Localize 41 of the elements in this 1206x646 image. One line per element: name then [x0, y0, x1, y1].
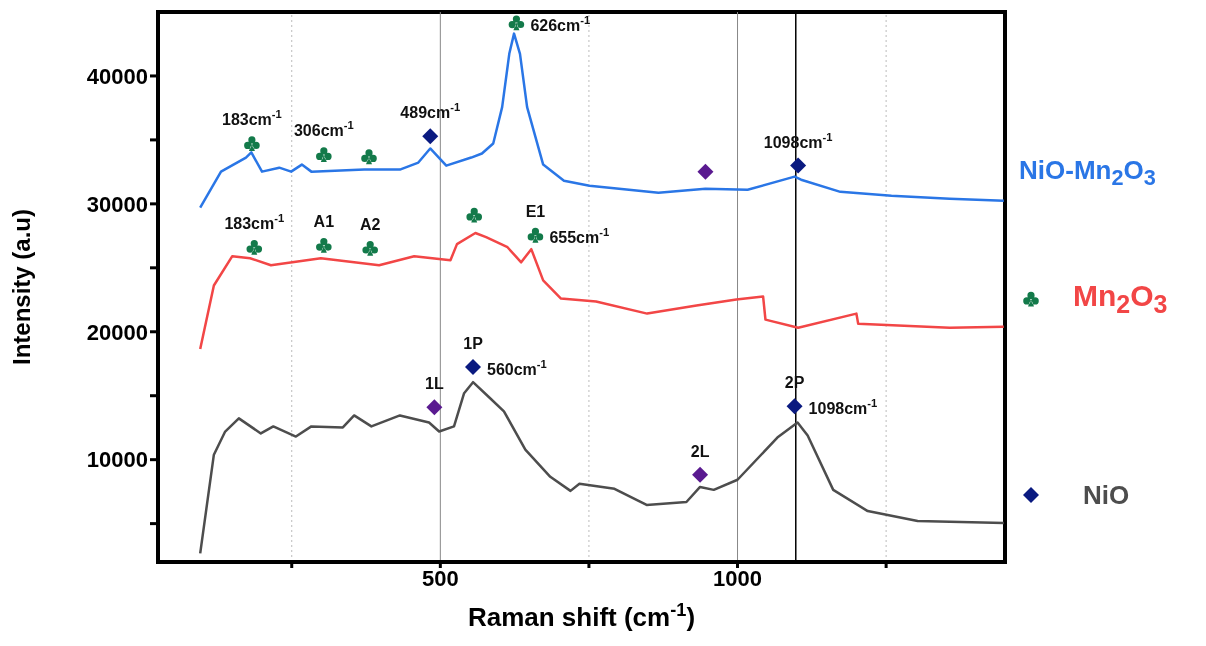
point [697, 163, 714, 180]
annotation: 626cm$^{-1}$ [530, 13, 591, 34]
annotation: A2 [359, 216, 381, 234]
annotation: 655cm$^{-1}$ [549, 226, 610, 247]
annotation: 1098cm$^{-1}$ [808, 397, 878, 418]
point [246, 240, 263, 255]
point [790, 157, 807, 174]
point [465, 359, 482, 376]
point [786, 398, 803, 415]
point [362, 240, 378, 256]
y-tick-label: 30000 [86, 191, 148, 217]
annotation: E1 [525, 203, 546, 221]
point [466, 207, 483, 223]
point [692, 466, 709, 483]
point [244, 136, 260, 152]
text: Mn$_{2}$O$_{3}$ [1073, 278, 1168, 319]
point [361, 149, 377, 165]
annotation: A1 [313, 213, 335, 231]
series-label: NiO-Mn$_{2}$O$_{3}$ [1019, 154, 1156, 191]
annotation: 183cm$^{-1}$ [224, 212, 285, 233]
annotation: 183cm$^{-1}$ [222, 108, 282, 129]
annotation: 560cm$^{-1}$ [487, 358, 547, 379]
point [527, 227, 544, 243]
point [422, 128, 439, 145]
text: NiO [1083, 479, 1130, 511]
y-axis-title: Intensity (a.u) [8, 208, 35, 366]
annotation: 1L [425, 375, 444, 393]
y-tick-label: 40000 [86, 63, 148, 89]
x-tick-label: 1000 [713, 565, 762, 591]
annotation: 306cm$^{-1}$ [293, 119, 354, 140]
point [316, 237, 332, 253]
point [316, 147, 332, 163]
x-axis-title: Raman shift (cm$^{-1}$) [467, 600, 696, 632]
point [508, 15, 525, 31]
y-tick-label: 10000 [86, 447, 148, 473]
point [426, 399, 443, 416]
annotation: 1P [463, 335, 484, 353]
x-tick-label: 500 [421, 565, 459, 591]
annotation: 2L [690, 442, 710, 460]
y-tick-label: 20000 [86, 319, 148, 345]
annotation: 489cm$^{-1}$ [400, 101, 461, 122]
